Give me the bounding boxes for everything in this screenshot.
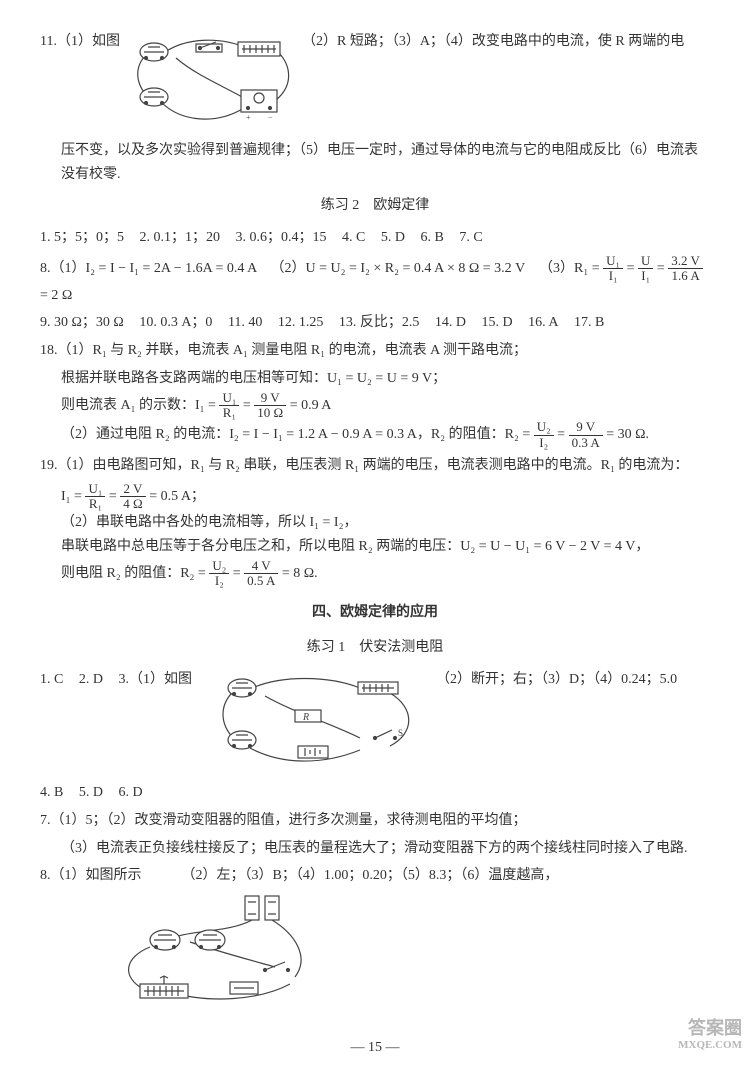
fraction: 9 V0.3 A	[569, 420, 603, 450]
fraction: 2 V4 Ω	[120, 482, 145, 512]
ans: 15. D	[482, 315, 513, 330]
circuit-diagram-3	[100, 892, 330, 1016]
q7-l2: （3）电流表正负接线柱接反了；电压表的量程选大了；滑动变阻器下方的两个接线柱同时…	[40, 837, 710, 861]
ans: 6. D	[118, 785, 142, 800]
q3-right: （2）断开；右；（3）D；（4）0.24；5.0	[436, 668, 677, 692]
ans: 13. 反比；2.5	[339, 315, 420, 330]
ans: 5. D	[79, 785, 103, 800]
q19-l1: 19.（1）由电路图可知，R₁ 与 R₂ 串联，电压表测 R₁ 两端的电压，电流…	[40, 454, 710, 478]
ans: 5. D	[381, 230, 405, 245]
q18-l2: 根据并联电路各支路两端的电压相等可知：U₁ = U₂ = U = 9 V；	[40, 367, 710, 391]
q18-l4: （2）通过电阻 R₂ 的电流：I₂ = I − I₁ = 1.2 A − 0.9…	[40, 420, 710, 450]
q7-l1: 7.（1）5；（2）改变滑动变阻器的阻值，进行多次测量，求待测电阻的平均值；	[40, 809, 710, 833]
q19-l3: （2）串联电路中各处的电流相等，所以 I₁ = I₂，	[40, 511, 710, 535]
q8: 8.（1）I₂ = I − I₁ = 2A − 1.6A = 0.4 A （2）…	[40, 254, 710, 307]
fraction: U₁R₁	[85, 482, 105, 512]
q8-p3: （3）R₁ =	[539, 261, 600, 276]
ans: 1. 5；5；0；5	[40, 230, 124, 245]
ans: 2. D	[79, 672, 103, 687]
circuit-diagram-1: + −	[126, 30, 296, 139]
q8b: 8.（1）如图所示 （2）左；（3）B；（4）1.00；0.20；（5）8.3；…	[40, 864, 710, 888]
ans: 6. B	[420, 230, 443, 245]
q19-l5: 则电阻 R₂ 的阻值：R₂ = U₂I₂ = 4 V0.5 A = 8 Ω.	[40, 559, 710, 589]
ans: 1. C	[40, 672, 63, 687]
fraction: 9 V10 Ω	[254, 391, 286, 421]
q18-l3: 则电流表 A₁ 的示数：I₁ = U₁R₁ = 9 V10 Ω = 0.9 A	[40, 391, 710, 421]
section-4-title: 四、欧姆定律的应用	[40, 601, 710, 625]
fraction: U₁R₁	[219, 391, 239, 421]
q3-row: 1. C 2. D 3.（1）如图	[40, 668, 710, 777]
svg-text:−: −	[268, 113, 273, 122]
q19-l4: 串联电路中总电压等于各分电压之和，所以电阻 R₂ 两端的电压：U₂ = U − …	[40, 535, 710, 559]
q8-p2: （2）U = U₂ = I₂ × R₂ = 0.4 A × 8 Ω = 3.2 …	[270, 261, 525, 276]
fraction: UI₁	[638, 254, 653, 284]
q11-cont: 压不变，以及多次实验得到普遍规律；（5）电压一定时，通过导体的电流与它的电阻成反…	[40, 139, 710, 187]
ans: 3. 0.6；0.4；15	[236, 230, 327, 245]
answers-line-5: 4. B 5. D 6. D	[40, 781, 710, 805]
watermark-big: 答案圈	[688, 1018, 742, 1038]
ans: 11. 40	[228, 315, 262, 330]
section-2-title: 练习 2 欧姆定律	[40, 194, 710, 218]
q18-l1: 18.（1）R₁ 与 R₂ 并联，电流表 A₁ 测量电阻 R₁ 的电流，电流表 …	[40, 339, 710, 363]
svg-text:R: R	[302, 712, 309, 723]
q19-l2: I₁ = U₁R₁ = 2 V4 Ω = 0.5 A；	[40, 482, 710, 512]
q11: 11.（1）如图	[40, 30, 710, 139]
q8-p1: 8.（1）I₂ = I − I₁ = 2A − 1.6A = 0.4 A	[40, 261, 256, 276]
ans: 16. A	[528, 315, 558, 330]
watermark: 答案圈 MXQE.COM	[678, 1019, 742, 1051]
fraction: 3.2 V1.6 A	[668, 254, 703, 284]
fraction: U₂I₂	[534, 420, 554, 450]
fraction: U₁I₁	[603, 254, 623, 284]
q11-prefix: 11.（1）如图	[40, 30, 120, 54]
q8b-right: （2）左；（3）B；（4）1.00；0.20；（5）8.3；（6）温度越高，	[182, 864, 559, 888]
circuit-diagram-2: R S	[210, 668, 430, 777]
q11-right: （2）R 短路；（3）A；（4）改变电路中的电流，使 R 两端的电	[302, 30, 710, 54]
fraction: 4 V0.5 A	[244, 559, 278, 589]
answers-line-4-left: 1. C 2. D 3.（1）如图	[40, 668, 204, 692]
ans: 9. 30 Ω；30 Ω	[40, 315, 124, 330]
ans: 2. 0.1；1；20	[140, 230, 221, 245]
page-number: — 15 —	[40, 1036, 710, 1060]
ans: 4. B	[40, 785, 63, 800]
watermark-small: MXQE.COM	[678, 1039, 742, 1051]
section-4-sub: 练习 1 伏安法测电阻	[40, 636, 710, 660]
svg-text:+: +	[246, 113, 251, 122]
ans: 12. 1.25	[278, 315, 324, 330]
ans: 3.（1）如图	[118, 672, 192, 687]
svg-text:S: S	[398, 728, 403, 738]
ans: 14. D	[435, 315, 466, 330]
fraction: U₂I₂	[209, 559, 229, 589]
ans: 7. C	[459, 230, 482, 245]
ans: 4. C	[342, 230, 365, 245]
ans: 10. 0.3 A；0	[139, 315, 212, 330]
ans: 17. B	[574, 315, 604, 330]
answers-line-3: 9. 30 Ω；30 Ω 10. 0.3 A；0 11. 40 12. 1.25…	[40, 311, 710, 335]
q8b-left: 8.（1）如图所示	[40, 864, 142, 888]
answers-line-1: 1. 5；5；0；5 2. 0.1；1；20 3. 0.6；0.4；15 4. …	[40, 226, 710, 250]
